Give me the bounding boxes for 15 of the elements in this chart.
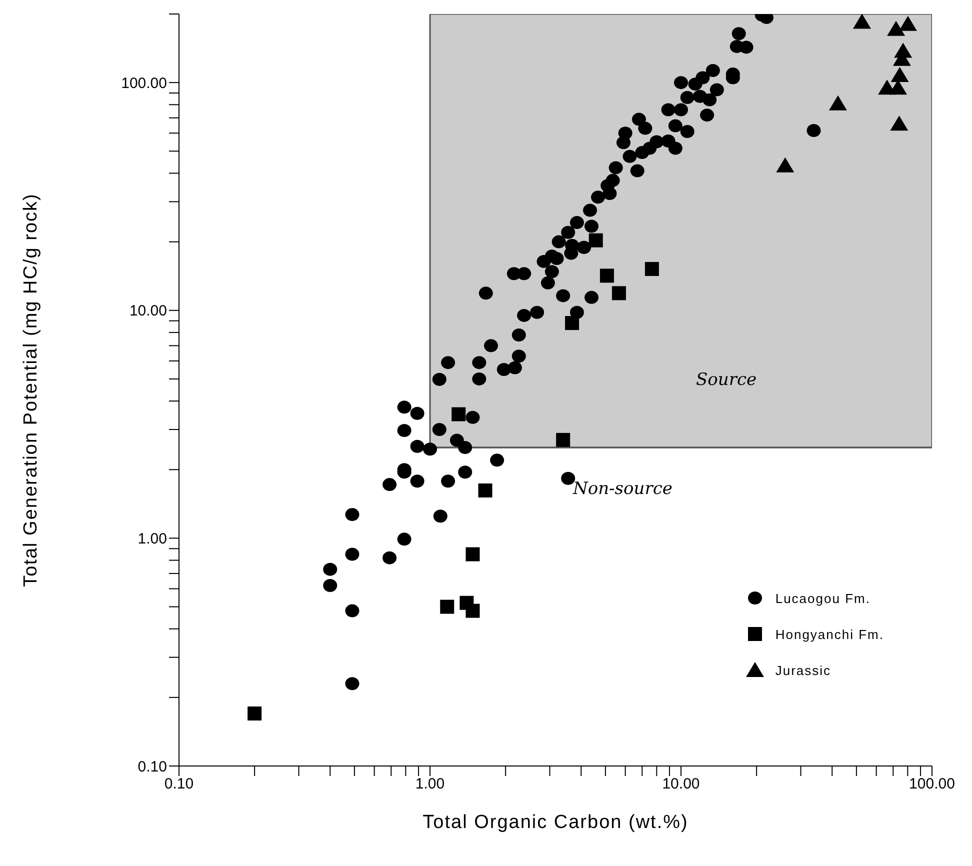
legend-label: Jurassic — [775, 662, 832, 678]
y-tick-label: 10.00 — [129, 302, 167, 320]
y-tick-label: 100.00 — [121, 74, 167, 92]
x-tick-label: 10.00 — [662, 776, 700, 793]
y-tick-label: 0.10 — [138, 758, 167, 776]
annotation: Source — [696, 370, 757, 390]
legend-label: Hongyanchi Fm. — [775, 626, 884, 642]
y-tick-label: 1.00 — [138, 530, 167, 548]
y-axis-title: Total Generation Potential (mg HC/g rock) — [20, 193, 42, 587]
x-tick-label: 1.00 — [415, 776, 445, 793]
legend-label: Lucaogou Fm. — [775, 590, 870, 606]
x-tick-label: 0.10 — [164, 776, 194, 793]
annotation: Non-source — [573, 479, 672, 499]
x-tick-label: 100.00 — [909, 776, 955, 793]
x-axis-title: Total Organic Carbon (wt.%) — [422, 812, 688, 833]
